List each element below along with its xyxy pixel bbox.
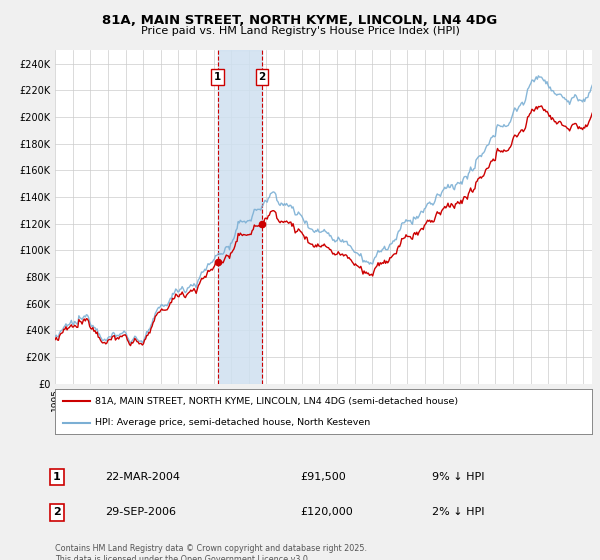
Bar [218, 50, 262, 384]
Text: 2: 2 [53, 507, 61, 517]
Text: HPI: Average price, semi-detached house, North Kesteven: HPI: Average price, semi-detached house,… [95, 418, 371, 427]
Text: 81A, MAIN STREET, NORTH KYME, LINCOLN, LN4 4DG (semi-detached house): 81A, MAIN STREET, NORTH KYME, LINCOLN, L… [95, 397, 458, 406]
Text: 29-SEP-2006: 29-SEP-2006 [105, 507, 176, 517]
Text: Price paid vs. HM Land Registry's House Price Index (HPI): Price paid vs. HM Land Registry's House … [140, 26, 460, 36]
Text: 2% ↓ HPI: 2% ↓ HPI [432, 507, 485, 517]
Text: 2: 2 [259, 72, 266, 82]
Text: £91,500: £91,500 [300, 472, 346, 482]
Text: Contains HM Land Registry data © Crown copyright and database right 2025.
This d: Contains HM Land Registry data © Crown c… [55, 544, 367, 560]
Text: 9% ↓ HPI: 9% ↓ HPI [432, 472, 485, 482]
Text: £120,000: £120,000 [300, 507, 353, 517]
Text: 1: 1 [214, 72, 221, 82]
Text: 22-MAR-2004: 22-MAR-2004 [105, 472, 180, 482]
Text: 1: 1 [53, 472, 61, 482]
Text: 81A, MAIN STREET, NORTH KYME, LINCOLN, LN4 4DG: 81A, MAIN STREET, NORTH KYME, LINCOLN, L… [103, 14, 497, 27]
